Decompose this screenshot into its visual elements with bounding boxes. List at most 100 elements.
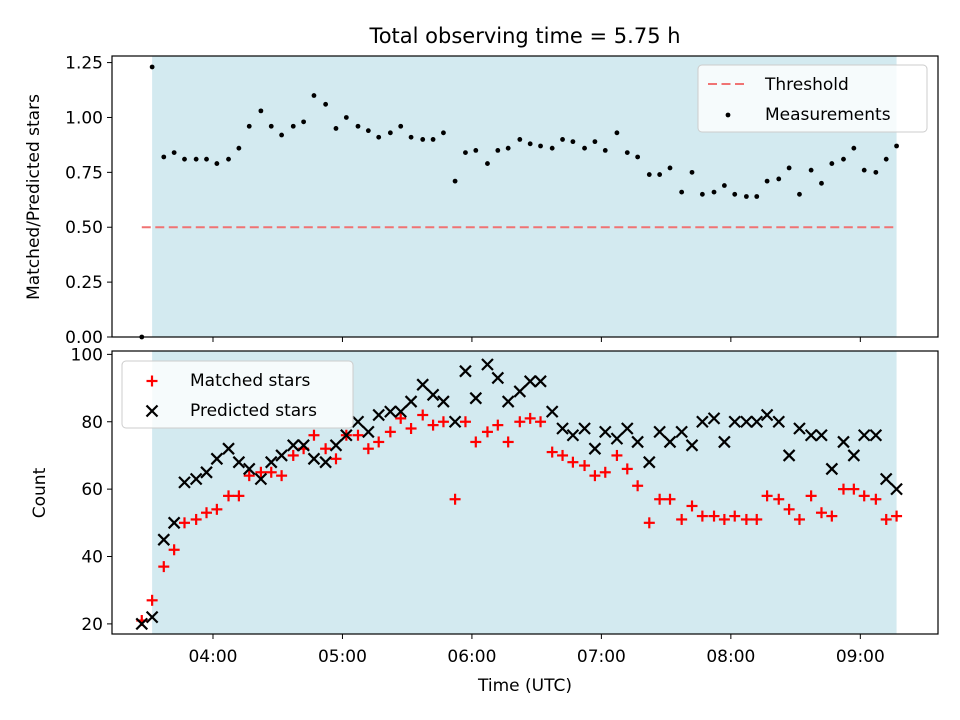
matched-star-point xyxy=(405,422,417,434)
top-legend-box xyxy=(697,64,928,133)
predicted-star-point xyxy=(804,428,818,442)
bottom-axes-frame xyxy=(111,350,939,635)
matched-star-point xyxy=(557,449,569,461)
top-x-ticks xyxy=(212,337,861,342)
matched-star-point xyxy=(320,443,332,455)
measurement-point xyxy=(473,147,479,153)
predicted-star-point xyxy=(879,472,893,486)
x-tick-label: 05:00 xyxy=(318,647,367,667)
matched-star-point xyxy=(805,490,817,502)
measurement-point xyxy=(624,150,630,155)
measurement-point xyxy=(754,194,760,199)
matched-star-point xyxy=(676,513,688,525)
measurement-point xyxy=(841,156,846,162)
predicted-star-point xyxy=(167,516,181,530)
matched-star-point xyxy=(815,507,827,519)
matched-star-point xyxy=(384,426,396,438)
y-tick-label: 0.25 xyxy=(65,273,103,293)
bottom-y-axis-label: Count xyxy=(30,467,50,518)
measurement-point xyxy=(268,123,274,129)
matched-star-point xyxy=(761,490,773,502)
matched-star-point xyxy=(449,493,461,505)
legend-matched-swatch xyxy=(146,375,158,387)
predicted-star-point xyxy=(545,405,559,418)
matched-star-point xyxy=(740,513,752,525)
predicted-star-point xyxy=(598,425,612,439)
matched-star-point xyxy=(470,436,482,448)
bottom-panel: 20 40 60 80 100 04:00 05:00 06:00 07:00 08:00 09:… xyxy=(30,345,939,696)
measurement-point xyxy=(786,165,792,171)
predicted-star-point xyxy=(890,482,903,496)
predicted-star-point xyxy=(329,439,343,452)
measurement-point xyxy=(883,156,889,162)
predicted-star-point xyxy=(189,472,203,486)
matched-star-point xyxy=(308,429,320,441)
x-tick-label: 04:00 xyxy=(188,647,237,667)
measurement-point xyxy=(549,145,555,151)
matched-star-point xyxy=(492,419,504,431)
matched-star-point xyxy=(179,517,191,529)
matched-star-point xyxy=(599,466,611,478)
predicted-star-point xyxy=(610,432,624,445)
measurement-point xyxy=(570,139,576,145)
measurement-point xyxy=(452,178,458,184)
legend-measurements-label: Measurements xyxy=(765,105,891,125)
predicted-star-point xyxy=(825,462,839,476)
predicted-star-point xyxy=(145,610,159,624)
matched-star-point xyxy=(654,493,666,505)
matched-star-point xyxy=(223,490,235,502)
matched-star-point xyxy=(858,490,870,502)
matched-star-point xyxy=(546,446,558,458)
matched-star-point xyxy=(611,449,623,461)
predicted-star-point xyxy=(643,455,656,469)
x-tick-label: 08:00 xyxy=(706,647,755,667)
measurement-point xyxy=(679,189,685,195)
matched-star-point xyxy=(880,513,892,525)
measurement-point xyxy=(602,147,608,153)
measurement-point xyxy=(333,126,339,131)
measurement-point xyxy=(430,137,436,142)
predicted-star-point xyxy=(232,455,246,469)
predicted-star-point xyxy=(685,439,699,452)
matched-star-point xyxy=(643,517,655,529)
measurement-point xyxy=(246,123,252,129)
predicted-star-point xyxy=(566,428,580,442)
measurement-point xyxy=(829,161,835,166)
predicted-star-point xyxy=(750,415,764,429)
matched-star-point xyxy=(502,436,514,448)
predicted-star-point xyxy=(534,375,547,388)
predicted-star-point xyxy=(384,405,397,418)
matched-star-point xyxy=(632,480,644,492)
predicted-star-point xyxy=(222,442,235,455)
measurement-point xyxy=(301,119,307,125)
predicted-star-point xyxy=(631,435,644,449)
predicted-star-point xyxy=(718,435,731,449)
legend-matched-label: Matched stars xyxy=(190,371,310,391)
predicted-star-point xyxy=(772,415,786,429)
matched-star-point xyxy=(751,513,763,525)
measurement-point xyxy=(592,139,598,145)
measurement-point xyxy=(861,167,867,173)
predicted-star-point xyxy=(491,371,505,385)
matched-star-point xyxy=(481,426,493,438)
matched-star-point xyxy=(848,483,860,495)
predicted-star-point xyxy=(469,391,483,405)
predicted-star-point xyxy=(663,435,677,449)
y-tick-label: 0.50 xyxy=(65,218,103,238)
predicted-star-point xyxy=(135,617,149,631)
matched-star-point xyxy=(255,466,267,478)
measurement-point xyxy=(441,130,446,136)
legend-threshold-label: Threshold xyxy=(764,75,849,95)
matched-star-point xyxy=(211,503,223,515)
predicted-star-point xyxy=(588,442,602,455)
top-axes-frame xyxy=(111,55,939,338)
predicted-star-point xyxy=(404,395,418,408)
y-tick-label: 60 xyxy=(81,480,103,500)
matched-star-point xyxy=(233,490,245,502)
matched-star-point xyxy=(708,510,720,522)
measurement-point xyxy=(226,156,231,162)
matched-star-point xyxy=(686,500,698,512)
measurement-point xyxy=(646,172,652,177)
matched-star-point xyxy=(729,510,741,522)
